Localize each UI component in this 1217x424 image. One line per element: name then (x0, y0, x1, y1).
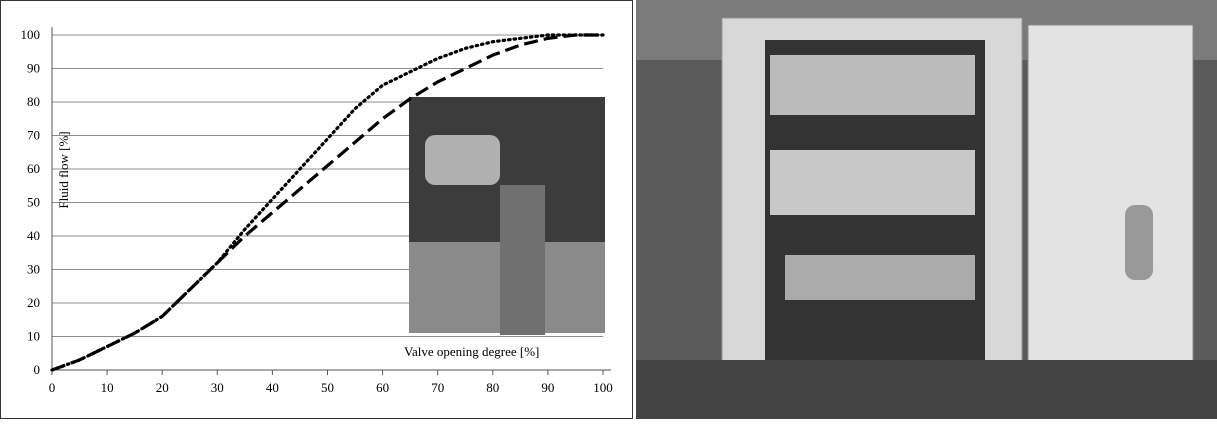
y-axis-title: Fluid flow [%] (56, 131, 71, 208)
y-tick-label: 80 (27, 94, 40, 109)
x-tick-label: 100 (593, 380, 613, 395)
y-tick-label: 90 (27, 61, 40, 76)
x-tick-label: 0 (49, 380, 56, 395)
y-tick-label: 0 (34, 362, 41, 377)
breakers (770, 55, 975, 115)
x-tick-label: 40 (266, 380, 279, 395)
y-tick-label: 60 (27, 161, 40, 176)
x-tick-label: 50 (321, 380, 334, 395)
y-tick-label: 70 (27, 128, 40, 143)
y-tick-label: 10 (27, 329, 40, 344)
valve-coil (425, 135, 500, 185)
y-tick-label: 100 (21, 27, 41, 42)
y-tick-label: 50 (27, 195, 40, 210)
terminals (785, 255, 975, 300)
modules (770, 150, 975, 215)
y-tick-label: 30 (27, 262, 40, 277)
photo-panel (636, 0, 1217, 419)
x-axis-title: Valve opening degree [%] (404, 344, 539, 359)
y-tick-label: 40 (27, 228, 40, 243)
x-tick-label: 80 (486, 380, 499, 395)
y-tick-label: 20 (27, 295, 40, 310)
x-tick-label: 90 (541, 380, 554, 395)
x-tick-label: 30 (211, 380, 224, 395)
x-tick-label: 70 (431, 380, 444, 395)
x-tick-label: 60 (376, 380, 389, 395)
inset-photo (409, 97, 605, 335)
photo-floor (636, 360, 1217, 419)
figure: 0 10 20 30 40 50 60 70 80 90 100 0 10 20 30 40 50 60 70 80 9… (0, 0, 1217, 419)
door (1028, 25, 1193, 410)
x-tick-label: 20 (156, 380, 169, 395)
handle (1125, 205, 1153, 280)
valve-pipe (500, 185, 545, 335)
x-tick-label: 10 (101, 380, 114, 395)
